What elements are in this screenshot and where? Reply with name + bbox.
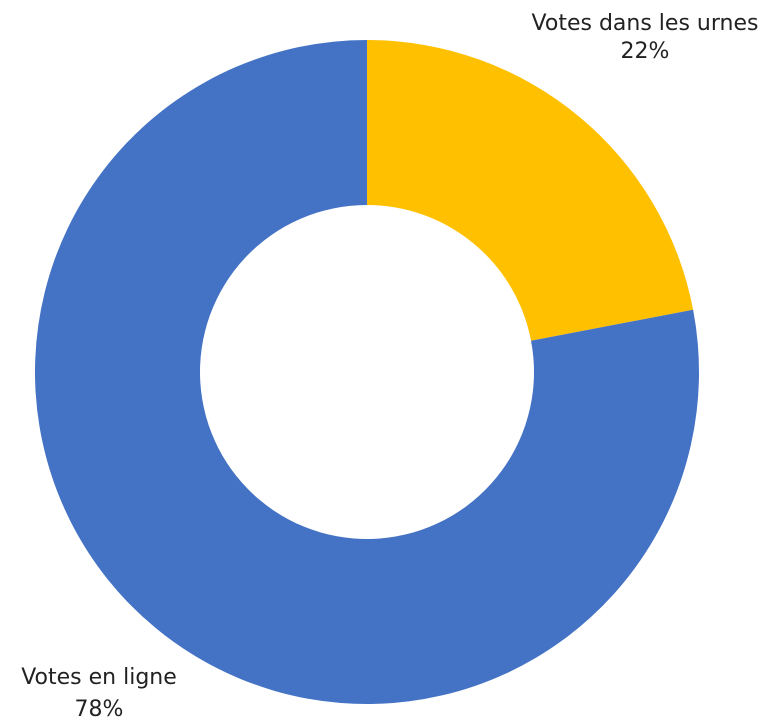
slice-votes-dans-les-urnes <box>367 40 694 341</box>
slice-votes-en-ligne <box>34 40 700 704</box>
slice-label-votes-dans-les-urnes-name: Votes dans les urnes <box>532 11 759 36</box>
donut-slices <box>34 40 700 704</box>
slice-labels: Votes dans les urnes 22% Votes en ligne … <box>21 11 758 722</box>
slice-label-votes-en-ligne-name: Votes en ligne <box>21 665 177 690</box>
slice-label-votes-dans-les-urnes-value: 22% <box>621 39 670 64</box>
slice-label-votes-en-ligne-value: 78% <box>75 697 124 722</box>
